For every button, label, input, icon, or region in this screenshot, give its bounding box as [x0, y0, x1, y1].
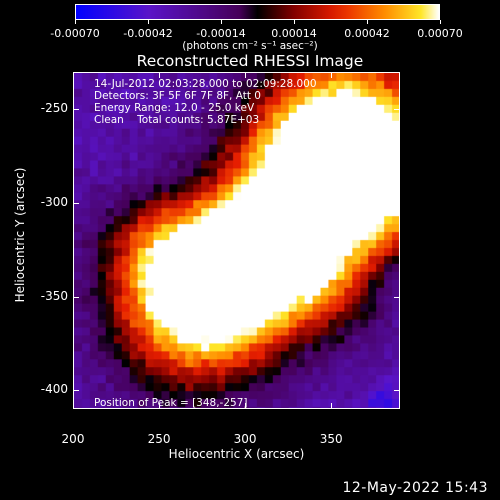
colorbar-tick-label: 0.00070 — [417, 27, 463, 40]
colorbar-tick-label: -0.00070 — [50, 27, 100, 40]
x-axis-label: Heliocentric X (arcsec) — [168, 447, 305, 461]
y-tick-label: -400 — [40, 382, 68, 397]
x-tick-mark — [73, 403, 74, 409]
x-tick-label: 300 — [233, 432, 257, 446]
info-energy-range: Energy Range: 12.0 - 25.0 keV — [94, 102, 255, 114]
y-tick-mark — [73, 109, 79, 111]
x-tick-mark — [73, 72, 74, 78]
y-tick-mark — [394, 296, 400, 298]
y-tick-mark — [394, 109, 400, 111]
x-tick-mark — [245, 72, 247, 78]
x-tick-label: 250 — [147, 432, 171, 446]
colorbar-tick-label: 0.00014 — [271, 27, 317, 40]
colorbar-tick-mark — [75, 20, 76, 24]
x-tick-mark — [159, 403, 161, 409]
y-tick-label: -350 — [40, 288, 68, 303]
rhessi-image — [74, 73, 399, 408]
y-tick-mark — [394, 203, 400, 205]
colorbar-tick-label: -0.00042 — [123, 27, 173, 40]
y-tick-label: -250 — [40, 101, 68, 116]
colorbar-units: (photons cm⁻² s⁻¹ asec⁻²) — [182, 40, 318, 52]
x-tick-mark — [331, 72, 333, 78]
colorbar-tick-mark — [294, 20, 295, 24]
x-tick-label: 350 — [319, 432, 343, 446]
x-tick-mark — [331, 403, 333, 409]
info-detectors: Detectors: 3F 5F 6F 7F 8F, Att 0 — [94, 90, 261, 102]
peak-position: Position of Peak = [348,-257] — [94, 397, 248, 409]
y-tick-mark — [73, 390, 79, 392]
y-tick-label: -300 — [40, 195, 68, 210]
x-tick-mark — [245, 403, 247, 409]
colorbar — [75, 4, 440, 20]
plot-title: Reconstructed RHESSI Image — [136, 52, 364, 70]
timestamp: 12-May-2022 15:43 — [342, 480, 488, 496]
y-tick-mark — [73, 296, 79, 298]
colorbar-tick-mark — [367, 20, 368, 24]
x-tick-mark — [159, 72, 161, 78]
plot-area — [73, 72, 400, 409]
y-tick-mark — [394, 390, 400, 392]
y-axis-label: Heliocentric Y (arcsec) — [13, 167, 27, 303]
info-time-range: 14-Jul-2012 02:03:28.000 to 02:09:28.000 — [94, 78, 317, 90]
colorbar-tick-mark — [221, 20, 222, 24]
x-tick-label: 200 — [61, 432, 85, 446]
colorbar-tick-label: 0.00042 — [344, 27, 390, 40]
colorbar-tick-mark — [148, 20, 149, 24]
info-total-counts: Clean Total counts: 5.87E+03 — [94, 114, 260, 126]
colorbar-tick-label: -0.00014 — [196, 27, 246, 40]
y-tick-mark — [73, 203, 79, 205]
colorbar-tick-mark — [440, 20, 441, 24]
